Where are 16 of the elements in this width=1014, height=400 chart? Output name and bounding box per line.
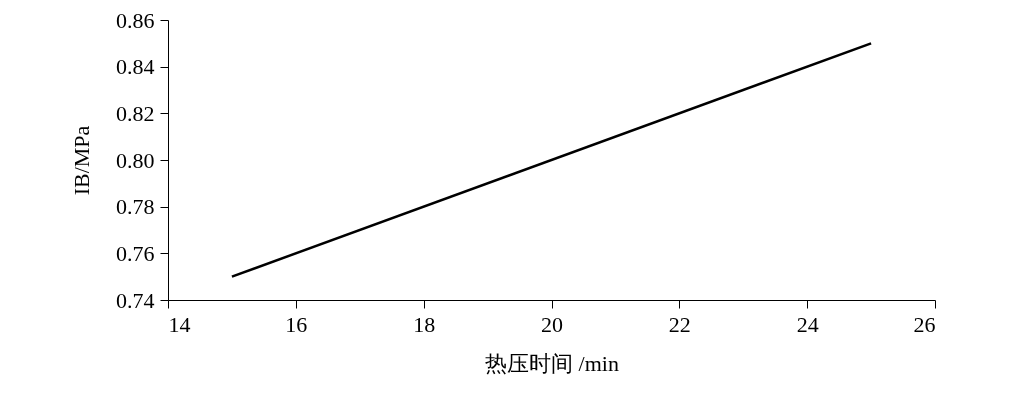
y-tick-label: 0.78 [116, 194, 155, 220]
y-tick-label: 0.86 [116, 7, 155, 33]
y-tick-label: 0.76 [116, 240, 155, 266]
x-axis-title: 热压时间 /min [485, 350, 619, 376]
x-tick-label: 22 [668, 311, 691, 337]
y-tick-label: 0.84 [116, 54, 155, 80]
x-tick-label: 24 [796, 311, 819, 337]
y-tick-label: 0.74 [116, 287, 155, 313]
y-axis-title: IB/MPa [69, 125, 94, 196]
x-tick-label: 16 [285, 311, 308, 337]
y-tick-label: 0.80 [116, 147, 155, 173]
x-tick-label: 18 [413, 311, 436, 337]
x-tick-label: 26 [913, 311, 936, 337]
x-tick-label: 20 [541, 311, 563, 337]
x-tick-label: 14 [168, 311, 191, 337]
y-tick-label: 0.82 [116, 100, 155, 126]
